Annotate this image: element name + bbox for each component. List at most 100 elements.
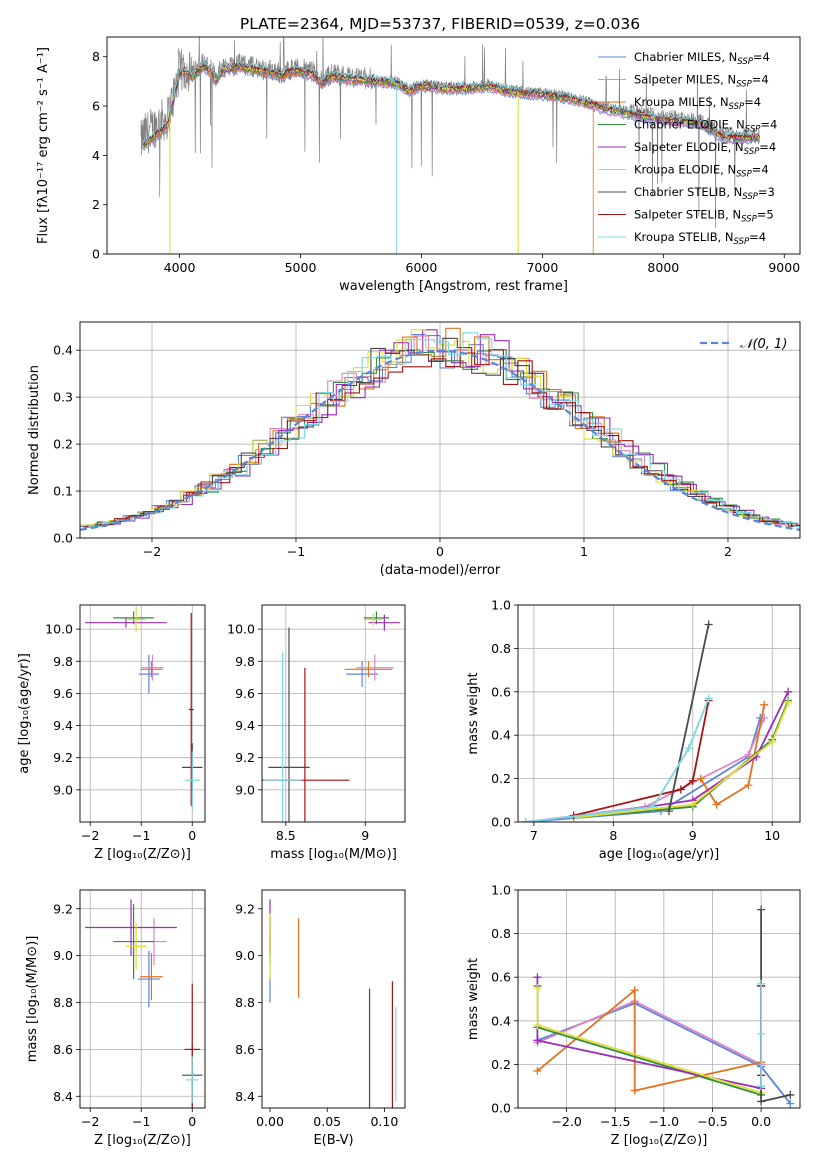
- mass-vs-EBV-frame: [261, 889, 406, 1109]
- mass-weight-vs-Z-frame: [517, 889, 801, 1109]
- x-tick-label: 7000: [526, 260, 558, 275]
- legend-label-gaussian: 𝒩(0, 1): [740, 337, 787, 352]
- residuals-y-label: Normed distribution: [27, 365, 42, 495]
- spectrum-y-label: Flux [fλ10⁻¹⁷ erg cm⁻² s⁻¹ A⁻¹]: [36, 47, 51, 244]
- y-tick-label: 0.2: [491, 1057, 511, 1072]
- age-vs-Z-plot-area: [85, 606, 203, 810]
- y-tick-label: 2: [92, 197, 100, 212]
- y-tick-label: 8.8: [53, 995, 73, 1010]
- errorbar-chabrier-miles: [137, 950, 161, 1008]
- weight-line-chabrier-elodie: [536, 985, 762, 1096]
- y-tick-label: 0.4: [491, 1013, 511, 1028]
- legend-label-kroupa-miles: Kroupa MILES, NSSP=4: [634, 95, 761, 112]
- weight-point-salpeter-elodie: [533, 973, 542, 982]
- y-tick-label: 0.2: [53, 437, 73, 452]
- y-tick-label: 6: [92, 99, 100, 114]
- spectrum-model-salpeter-stelib: [143, 61, 760, 145]
- weight-line-kroupa-elodie: [536, 988, 762, 1094]
- y-tick-label: 0.8: [491, 641, 511, 656]
- weight-point-kroupa-miles: [533, 1066, 542, 1075]
- weight-point-chabrier-stelib: [757, 1097, 766, 1106]
- y-tick-label: 9.4: [235, 718, 255, 733]
- errorbar-salpeter-miles: [355, 654, 394, 681]
- errorbar-chabrier-miles: [346, 661, 378, 687]
- weight-point-kroupa-miles: [760, 700, 769, 709]
- spectrum-model-kroupa-stelib: [142, 60, 760, 143]
- errorbar-kroupa-elodie: [125, 606, 147, 633]
- figure-title: PLATE=2364, MJD=53737, FIBERID=0539, z=0…: [240, 15, 640, 33]
- legend-label-chabrier-miles: Chabrier MILES, NSSP=4: [634, 50, 770, 67]
- weight-point-kroupa-stelib: [757, 1029, 766, 1038]
- weight-point-kroupa-elodie: [784, 698, 793, 707]
- x-tick-label: 4000: [164, 260, 196, 275]
- errorbar-kroupa-stelib: [184, 751, 200, 810]
- x-tick-label: 5000: [285, 260, 317, 275]
- x-tick-label: 0: [188, 828, 196, 843]
- x-tick-label: 9: [689, 828, 697, 843]
- y-tick-label: 8.8: [235, 995, 255, 1010]
- weight-point-chabrier-stelib: [786, 1090, 795, 1099]
- x-tick-label: −2: [81, 1114, 99, 1129]
- residuals-plot-area: [80, 327, 800, 531]
- x-tick-label: 0.0: [751, 1114, 771, 1129]
- errorbar-kroupa-elodie: [363, 613, 383, 626]
- weight-line-chabrier-stelib: [668, 624, 710, 812]
- y-tick-label: 9.2: [235, 750, 255, 765]
- residual-hist-chabrier-elodie: [88, 349, 800, 527]
- residual-hist-salpeter-elodie: [91, 329, 800, 528]
- age-vs-Z-frame: [79, 604, 206, 823]
- errorbar-salpeter-stelib: [188, 613, 194, 806]
- weight-point-kroupa-stelib: [704, 694, 713, 703]
- weight-point-chabrier-stelib: [664, 807, 673, 816]
- age-vs-Z-y-label: age [log₁₀(age/yr)]: [17, 653, 32, 774]
- mass-vs-EBV-x-label: E(B-V): [313, 1133, 353, 1148]
- weight-point-kroupa-stelib: [649, 802, 658, 811]
- weight-point-kroupa-stelib: [521, 818, 530, 822]
- legend-label-salpeter-miles: Salpeter MILES, NSSP=4: [634, 73, 769, 90]
- mass-vs-EBV-panel: 0.00 0.05 0.10 8.4 8.6 8.8 9.0 9.2 E(B-V): [235, 889, 406, 1148]
- y-tick-label: 0.0: [53, 531, 73, 546]
- errorbar-kroupa-elodie: [125, 922, 147, 970]
- weight-point-kroupa-stelib: [684, 744, 693, 753]
- weight-point-chabrier-stelib: [704, 620, 713, 629]
- gaussian-curve: [80, 349, 800, 531]
- y-tick-label: 8: [92, 49, 100, 64]
- errorbar-kroupa-stelib: [186, 1056, 199, 1104]
- y-tick-label: 0.0: [491, 815, 511, 830]
- x-tick-label: 7: [530, 828, 538, 843]
- y-tick-label: 1.0: [491, 598, 511, 613]
- legend-label-salpeter-elodie: Salpeter ELODIE, NSSP=4: [634, 140, 776, 157]
- y-tick-label: 8.6: [235, 1042, 255, 1057]
- mass-weight-vs-age-frame: [517, 604, 801, 823]
- y-tick-label: 8.6: [53, 1042, 73, 1057]
- y-tick-label: 9.6: [53, 686, 73, 701]
- x-tick-label: −1.5: [600, 1114, 630, 1129]
- x-tick-label: −1: [132, 828, 150, 843]
- y-tick-label: 9.6: [235, 686, 255, 701]
- weight-point-salpeter-miles: [744, 750, 753, 759]
- weight-point-salpeter-elodie: [533, 1036, 542, 1045]
- x-tick-label: 6000: [406, 260, 438, 275]
- spectrum-model-salpeter-miles: [143, 67, 760, 150]
- x-tick-label: −1: [132, 1114, 150, 1129]
- x-tick-label: 10: [764, 828, 780, 843]
- x-tick-label: 0: [436, 544, 444, 559]
- spectrum-plot-area: [140, 37, 761, 254]
- y-tick-label: 8.4: [235, 1089, 255, 1104]
- errorbar-salpeter-miles: [141, 654, 164, 681]
- x-tick-label: 9: [361, 828, 369, 843]
- legend-label-chabrier-elodie: Chabrier ELODIE, NSSP=4: [634, 118, 777, 135]
- residual-hist-kroupa-stelib: [88, 332, 800, 528]
- x-tick-label: 8.5: [276, 828, 296, 843]
- mass-weight-vs-Z-plot-area: [533, 905, 795, 1108]
- y-tick-label: 9.0: [53, 782, 73, 797]
- residuals-panel: −2 −1 0 1 2 0.0 0.1 0.2 0.3 0.4 (data-model)/error…: [27, 321, 801, 578]
- mass-weight-vs-age-panel: 7 8 9 10 0.0 0.2 0.4 0.6 0.8 1.0 age [log₁₀(age/yr…: [466, 598, 801, 862]
- mass-vs-Z-y-label: mass [log₁₀(M/M⊙)]: [25, 936, 40, 1063]
- mass-vs-Z-x-label: Z [log₁₀(Z/Z⊙)]: [94, 1133, 191, 1148]
- weight-point-kroupa-stelib: [757, 1082, 766, 1091]
- errorbar-kroupa-miles: [140, 953, 163, 1001]
- age-vs-mass-panel: 8.5 9 9.0 9.2 9.4 9.6 9.8 10.0 mass [log₁₀(M/M⊙)…: [227, 604, 406, 862]
- weight-point-kroupa-elodie: [533, 984, 542, 993]
